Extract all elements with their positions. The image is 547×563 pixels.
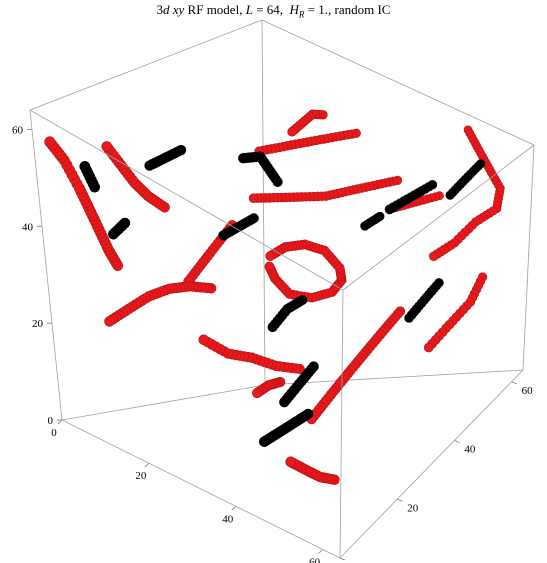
title-H-label: H	[289, 2, 299, 17]
red-point	[423, 342, 434, 353]
box-edge	[29, 109, 344, 291]
box-edge	[29, 19, 263, 111]
x-tick-mark	[144, 462, 150, 468]
x-tick-mark	[57, 419, 63, 425]
box-edge	[61, 384, 266, 421]
y-tick-mark	[397, 498, 403, 502]
black-point	[218, 230, 229, 241]
y-tick-mark	[339, 557, 346, 561]
red-point	[248, 193, 259, 203]
y-tick-mark	[511, 381, 517, 385]
z-tick-label: 0	[48, 415, 54, 427]
black-point	[238, 153, 249, 164]
chart-title: 3d xy RF model, L = 64, HR = 1., random …	[0, 2, 547, 20]
red-point	[101, 141, 113, 152]
box-edge	[261, 19, 266, 386]
box-edge	[61, 419, 341, 559]
x-tick-label: 20	[135, 470, 147, 482]
axis-ticks: 0 20 40 60 0 20 40 60 0 20 40 60	[12, 124, 533, 563]
box-edge	[261, 19, 535, 146]
box-edge	[342, 144, 535, 291]
x-tick-label: 0	[51, 427, 57, 439]
y-tick-label: 20	[407, 502, 419, 514]
z-tick-label: 60	[12, 124, 24, 136]
x-tick-label: 40	[222, 513, 234, 525]
x-tick-mark	[231, 505, 237, 511]
black-point	[404, 313, 414, 323]
black-point	[267, 321, 278, 333]
black-point	[259, 436, 270, 447]
black-point	[144, 160, 155, 171]
black-point	[108, 228, 119, 240]
box-edge	[522, 144, 535, 371]
box-edge	[264, 369, 524, 386]
y-tick-mark	[454, 440, 460, 443]
box-edge	[339, 289, 344, 559]
z-tick-label: 40	[22, 221, 34, 233]
red-point	[429, 251, 439, 262]
red-point	[198, 334, 209, 345]
data-points	[44, 109, 505, 485]
black-point	[279, 396, 290, 408]
y-tick-label: 0	[350, 561, 356, 563]
red-point	[104, 316, 115, 327]
black-point	[79, 161, 91, 172]
box-front-edges	[29, 19, 535, 559]
red-point	[264, 261, 275, 272]
title-H-sub: R	[298, 9, 305, 20]
title-model-d: d	[163, 2, 170, 17]
red-point	[44, 136, 56, 148]
box-back-edges	[61, 19, 524, 421]
black-point	[360, 221, 370, 231]
title-ic: random IC	[334, 2, 391, 17]
red-point	[265, 251, 276, 262]
title-L-label: L	[245, 2, 253, 17]
y-tick-label: 40	[464, 444, 476, 456]
box-edge	[339, 369, 524, 559]
red-point	[285, 456, 297, 468]
title-model-xy: xy	[172, 2, 185, 17]
black-point	[445, 190, 455, 200]
black-point	[384, 204, 395, 215]
title-L-value: = 64,	[256, 2, 284, 17]
title-H-value: = 1.,	[307, 2, 332, 17]
x-tick-label: 60	[309, 556, 321, 563]
title-model-suffix: RF model,	[187, 2, 243, 17]
x-tick-mark	[318, 549, 323, 554]
z-tick-label: 20	[32, 318, 44, 330]
title-model-prefix: 3	[156, 2, 164, 17]
red-point	[252, 387, 263, 399]
y-tick-label: 60	[522, 385, 534, 397]
box-edge	[29, 109, 63, 421]
red-point	[287, 127, 297, 137]
